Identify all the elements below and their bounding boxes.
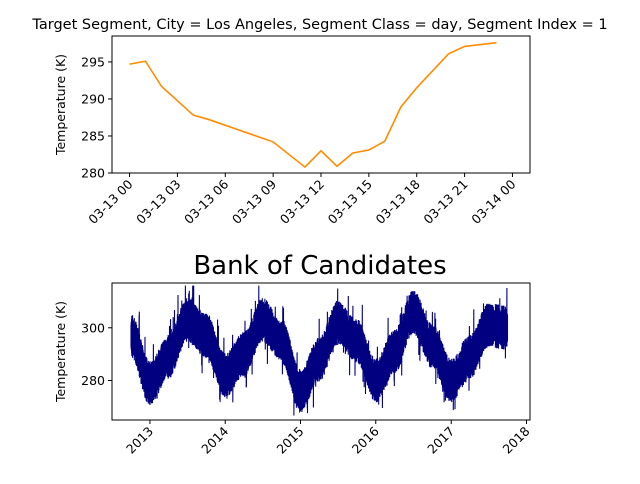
bottom-x-tick-label: 2016 xyxy=(349,423,382,456)
bottom-y-tick-label: 280 xyxy=(81,373,105,388)
bottom-x-axis: 2013 2014 2015 2016 2017 2018 xyxy=(123,420,533,457)
bottom-plot-frame xyxy=(111,282,531,421)
bottom-x-tick-label: 2014 xyxy=(198,423,231,456)
bottom-chart-title: Bank of Candidates xyxy=(193,251,446,281)
bottom-x-tick-label: 2017 xyxy=(424,424,457,457)
bottom-x-tick-label: 2018 xyxy=(500,423,533,456)
top-line-layer xyxy=(129,41,497,169)
top-x-tick-label: 03-13 15 xyxy=(325,177,375,227)
top-y-tick-label: 285 xyxy=(81,128,105,143)
bottom-x-tick-label: 2015 xyxy=(274,424,307,457)
top-y-tick-label: 290 xyxy=(81,91,105,106)
top-plot-frame xyxy=(111,35,531,174)
top-x-tick-label: 03-13 00 xyxy=(85,176,135,226)
top-chart-title: Target Segment, City = Los Angeles, Segm… xyxy=(31,17,607,33)
top-y-axis: 280 285 290 295 xyxy=(81,54,112,181)
bottom-subplot: Bank of Candidates 2013 2014 2015 2016 2017 2… xyxy=(53,251,533,457)
top-x-tick-label: 03-13 03 xyxy=(133,177,183,227)
bottom-y-axis-label: Temperature (K) xyxy=(53,301,68,403)
bottom-y-axis: 280 300 xyxy=(81,320,112,388)
top-x-tick-label: 03-13 21 xyxy=(420,177,470,227)
top-x-tick-label: 03-13 12 xyxy=(277,177,327,227)
top-y-tick-label: 280 xyxy=(81,166,105,181)
top-y-tick-label: 295 xyxy=(81,54,105,69)
bottom-x-tick-label: 2013 xyxy=(123,424,156,457)
top-series-line xyxy=(129,41,497,169)
top-x-tick-label: 03-13 06 xyxy=(181,176,231,226)
bottom-y-tick-label: 300 xyxy=(81,320,105,335)
top-subplot: Target Segment, City = Los Angeles, Segm… xyxy=(31,17,607,227)
top-x-tick-label: 03-13 09 xyxy=(229,176,279,226)
top-x-tick-label: 03-14 00 xyxy=(468,176,518,226)
bottom-series-line xyxy=(130,285,509,416)
top-y-axis-label: Temperature (K) xyxy=(53,54,68,156)
top-x-tick-label: 03-13 18 xyxy=(372,176,422,226)
bottom-line-layer xyxy=(130,285,509,416)
